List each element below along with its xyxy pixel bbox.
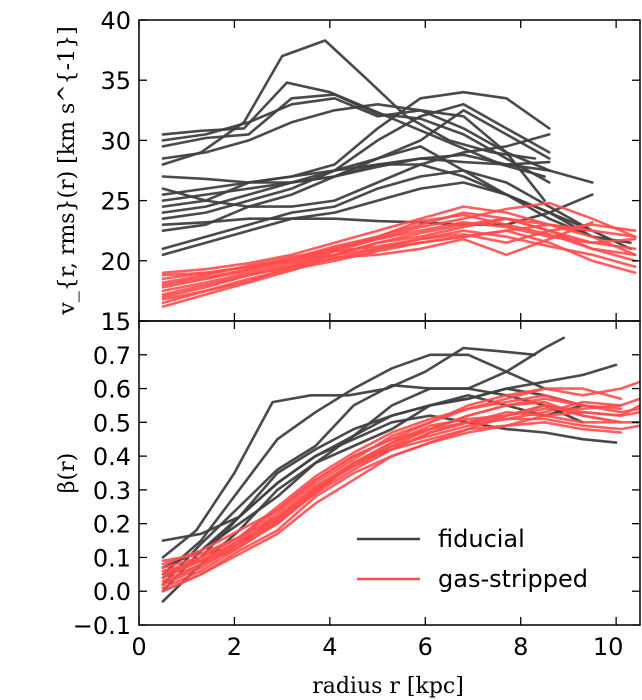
top-y-tick-label: 20 xyxy=(100,248,131,276)
top-panel: 15 20 25 30 35 40 v_{r, rms}(r) [km s^{-1}] xyxy=(55,7,641,336)
top-series-group xyxy=(161,39,637,308)
bottom-y-tick-label: 0.1 xyxy=(93,544,131,572)
top-gas-stripped-series-line xyxy=(161,217,637,293)
bottom-series-group xyxy=(161,336,640,603)
bottom-gas-stripped-series-line xyxy=(161,400,623,586)
bottom-y-tick-label: −0.1 xyxy=(73,612,131,640)
bottom-y-tick-label: 0.4 xyxy=(93,443,131,471)
top-gas-stripped-series-line xyxy=(161,217,594,301)
bottom-fiducial-series-line xyxy=(161,393,585,603)
bottom-gas-stripped-series-line xyxy=(161,380,640,566)
top-y-tick-label: 30 xyxy=(100,127,131,155)
x-axis-label: radius r [kpc] xyxy=(312,674,464,699)
top-y-axis-label: v_{r, rms}(r) [km s^{-1}] xyxy=(55,26,80,315)
x-tick-label: 0 xyxy=(131,633,146,661)
bottom-panel: −0.1 0.0 0.1 0.2 0.3 0.4 0.5 0.6 0.7 0 2 4 6 8 10 β(r) xyxy=(55,320,641,661)
legend: fiducial gas-stripped xyxy=(357,525,588,593)
top-fiducial-series-line xyxy=(161,181,632,257)
bottom-fiducial-series-line xyxy=(161,336,566,586)
bottom-y-axis-label: β(r) xyxy=(55,453,80,493)
top-y-tick-label: 35 xyxy=(100,67,131,95)
bottom-y-tick-label: 0.7 xyxy=(93,342,131,370)
top-fiducial-series-line xyxy=(161,193,594,226)
top-y-tick-label: 25 xyxy=(100,188,131,216)
bottom-y-tick-label: 0.3 xyxy=(93,477,131,505)
bottom-fiducial-series-line xyxy=(161,353,546,576)
legend-label-gas-stripped: gas-stripped xyxy=(438,565,588,593)
top-gas-stripped-series-line xyxy=(161,221,594,308)
bottom-axes-frame xyxy=(138,320,641,626)
x-tick-label: 2 xyxy=(227,633,242,661)
top-fiducial-series-line xyxy=(161,109,551,196)
x-tick-label: 8 xyxy=(513,633,528,661)
x-tick-label: 10 xyxy=(593,633,624,661)
top-fiducial-series-line xyxy=(161,145,594,238)
top-y-tick-label: 15 xyxy=(100,308,131,336)
top-fiducial-series-line xyxy=(161,103,551,220)
bottom-fiducial-series-line xyxy=(161,346,537,559)
bottom-y-tick-label: 0.6 xyxy=(93,376,131,404)
bottom-y-tick-label: 0.5 xyxy=(93,409,131,437)
bottom-y-tick-label: 0.2 xyxy=(93,511,131,539)
top-gas-stripped-series-line xyxy=(161,223,637,296)
top-fiducial-series-line xyxy=(161,93,551,184)
top-fiducial-series-line xyxy=(161,153,594,184)
top-fiducial-series-line xyxy=(161,103,546,202)
bottom-gas-stripped-series-line xyxy=(161,417,640,580)
bottom-y-tick-label: 0.0 xyxy=(93,578,131,606)
x-tick-label: 4 xyxy=(322,633,337,661)
top-fiducial-series-line xyxy=(161,39,537,166)
bottom-gas-stripped-series-line xyxy=(161,387,623,569)
top-fiducial-series-line xyxy=(161,133,551,208)
bottom-fiducial-series-line xyxy=(161,387,585,580)
top-y-tick-label: 40 xyxy=(100,7,131,35)
x-tick-label: 6 xyxy=(418,633,433,661)
bottom-gas-stripped-series-line xyxy=(161,397,640,576)
legend-label-fiducial: fiducial xyxy=(438,525,525,553)
